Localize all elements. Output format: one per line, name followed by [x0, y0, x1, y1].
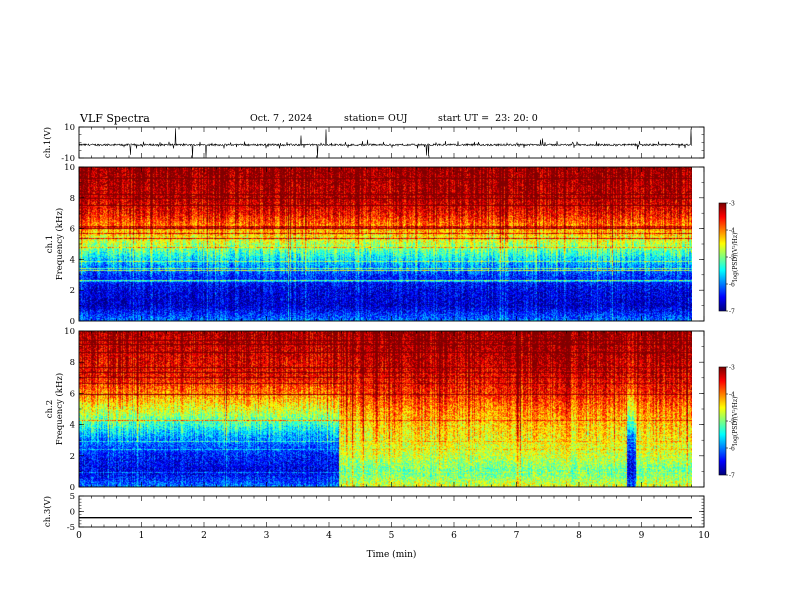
- start-time-label: start UT = 23: 20: 0: [438, 113, 538, 124]
- ch2-spectrogram-ylabel: Frequency (kHz): [54, 373, 65, 445]
- ch1-spectrogram-ylabel: ch.1: [45, 235, 55, 253]
- ch1-colorbar-gradient: [719, 203, 726, 311]
- x-tick-label: 9: [639, 531, 645, 541]
- ch2-spectrogram-ytick-label: 2: [70, 452, 75, 462]
- ch2-colorbar-tick-label: -4: [729, 392, 735, 399]
- x-tick-label: 2: [201, 531, 207, 541]
- ch2-colorbar-tick-label: -7: [729, 473, 735, 480]
- ch2-spectrogram-ytick-label: 6: [70, 389, 75, 399]
- ch2-spectrogram-ylabel: ch.2: [45, 400, 55, 418]
- ch2-spectrogram-ytick-label: 8: [70, 358, 75, 368]
- ch2-colorbar-label: log(PSD)(V²/Hz): [732, 397, 739, 446]
- ch1-colorbar-label: log(PSD)(V²/Hz): [732, 233, 739, 282]
- ch3-waveform-ytick-label: -5: [67, 523, 75, 533]
- ch3-waveform-ytick-label: 5: [70, 492, 75, 502]
- ch1-waveform-ytick-label: -10: [61, 154, 75, 164]
- ch1-colorbar-tick-label: -7: [729, 309, 735, 316]
- x-tick-label: 5: [389, 531, 395, 541]
- ch2-colorbar-tick-label: -3: [729, 365, 735, 372]
- ch2-colorbar-gradient: [719, 367, 726, 475]
- ch2-spectrogram-image: [79, 331, 692, 487]
- ch1-spectrogram-ytick-label: 0: [70, 317, 75, 327]
- ch1-spectrogram-ylabel: Frequency (kHz): [54, 208, 65, 280]
- ch1-colorbar-tick-label: -4: [729, 228, 735, 235]
- ch3-waveform-ytick-label: 0: [70, 508, 75, 518]
- ch3-waveform-ylabel: ch.3(V): [42, 496, 53, 527]
- ch1-colorbar-tick-label: -5: [729, 255, 735, 262]
- ch2-colorbar-tick-label: -6: [729, 446, 735, 453]
- figure-title: VLF Spectra: [80, 112, 150, 125]
- x-tick-label: 8: [576, 531, 582, 541]
- ch1-spectrogram-ytick-label: 8: [70, 194, 75, 204]
- x-tick-label: 6: [451, 531, 457, 541]
- ch1-colorbar-tick-label: -6: [729, 282, 735, 289]
- ch1-waveform-ytick-label: 10: [64, 123, 75, 133]
- x-tick-label: 4: [326, 531, 332, 541]
- x-axis-label: Time (min): [367, 549, 417, 560]
- ch2-spectrogram-ytick-label: 4: [70, 421, 75, 431]
- x-tick-label: 3: [264, 531, 270, 541]
- x-tick-label: 7: [514, 531, 520, 541]
- date-label: Oct. 7 , 2024: [250, 113, 313, 124]
- x-tick-label: 1: [139, 531, 145, 541]
- x-tick-label: 10: [698, 531, 710, 541]
- x-tick-label: 0: [76, 531, 82, 541]
- ch1-spectrogram-ytick-label: 10: [64, 163, 75, 173]
- ch1-waveform-ylabel: ch.1(V): [42, 127, 53, 158]
- ch2-colorbar-tick-label: -5: [729, 419, 735, 426]
- ch1-colorbar-tick-label: -3: [729, 201, 735, 208]
- ch1-spectrogram-ytick-label: 2: [70, 286, 75, 296]
- ch1-waveform-trace: [78, 128, 693, 158]
- ch1-spectrogram-ytick-label: 4: [70, 255, 75, 265]
- ch2-spectrogram-ytick-label: 10: [64, 327, 75, 337]
- ch1-spectrogram-ytick-label: 6: [70, 225, 75, 235]
- station-label: station= OUJ: [344, 113, 408, 124]
- ch1-spectrogram-image: [79, 167, 692, 321]
- ch2-spectrogram-ytick-label: 0: [70, 483, 75, 493]
